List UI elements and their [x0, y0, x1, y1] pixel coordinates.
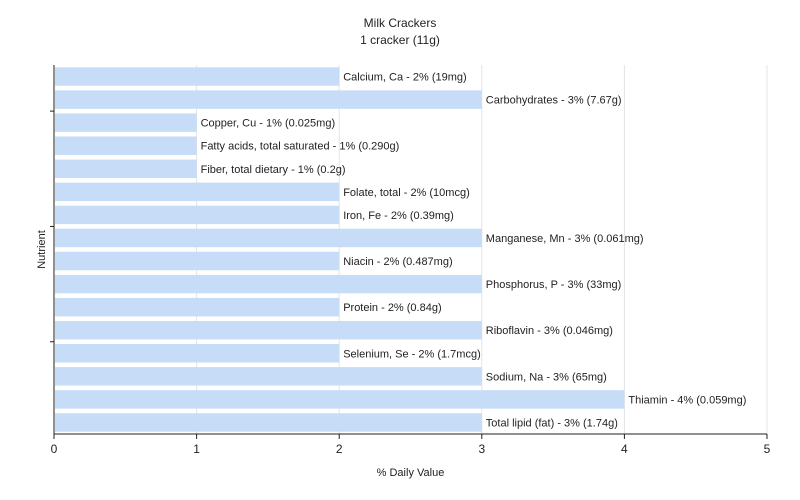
bar — [55, 274, 482, 294]
bar-label: Thiamin - 4% (0.059mg) — [628, 394, 746, 406]
chart-title: Milk Crackers — [363, 16, 437, 30]
bar — [55, 136, 197, 155]
x-tick-label: 0 — [51, 442, 58, 456]
chart-subtitle: 1 cracker (11g) — [360, 33, 440, 47]
bar — [55, 413, 482, 432]
bar — [55, 113, 197, 132]
bar — [55, 182, 340, 202]
bar-label: Calcium, Ca - 2% (19mg) — [343, 72, 466, 84]
x-tick-label: 4 — [621, 442, 628, 456]
x-tick-label: 5 — [764, 442, 771, 456]
bar-label: Fiber, total dietary - 1% (0.2g) — [201, 164, 346, 176]
bar-label: Folate, total - 2% (10mcg) — [343, 187, 470, 199]
bar-label: Selenium, Se - 2% (1.7mcg) — [343, 348, 481, 360]
bar-label: Copper, Cu - 1% (0.025mg) — [201, 118, 336, 130]
x-tick-label: 1 — [193, 442, 200, 456]
bar-label: Riboflavin - 3% (0.046mg) — [486, 325, 613, 337]
x-tick-label: 3 — [478, 442, 485, 456]
bar — [55, 297, 340, 317]
bar-label: Carbohydrates - 3% (7.67g) — [486, 95, 622, 107]
bar-label: Iron, Fe - 2% (0.39mg) — [343, 210, 454, 222]
bar — [55, 159, 197, 179]
bar — [55, 205, 340, 225]
bar — [55, 67, 340, 86]
x-tick-label: 2 — [336, 442, 343, 456]
bar — [55, 367, 482, 386]
x-axis-title: % Daily Value — [377, 467, 445, 479]
bar — [55, 228, 482, 248]
bar — [55, 344, 340, 363]
bar-label: Manganese, Mn - 3% (0.061mg) — [486, 233, 644, 245]
bar-label: Niacin - 2% (0.487mg) — [343, 256, 452, 268]
bar-label: Sodium, Na - 3% (65mg) — [486, 371, 607, 383]
bar — [55, 90, 482, 109]
bar-label: Phosphorus, P - 3% (33mg) — [486, 279, 622, 291]
bar-label: Protein - 2% (0.84g) — [343, 302, 441, 314]
y-axis-title: Nutrient — [36, 230, 48, 269]
bar — [55, 390, 625, 409]
bar — [55, 320, 482, 340]
bar-label: Fatty acids, total saturated - 1% (0.290… — [201, 141, 400, 153]
bar — [55, 251, 340, 271]
bar-label: Total lipid (fat) - 3% (1.74g) — [486, 417, 618, 429]
